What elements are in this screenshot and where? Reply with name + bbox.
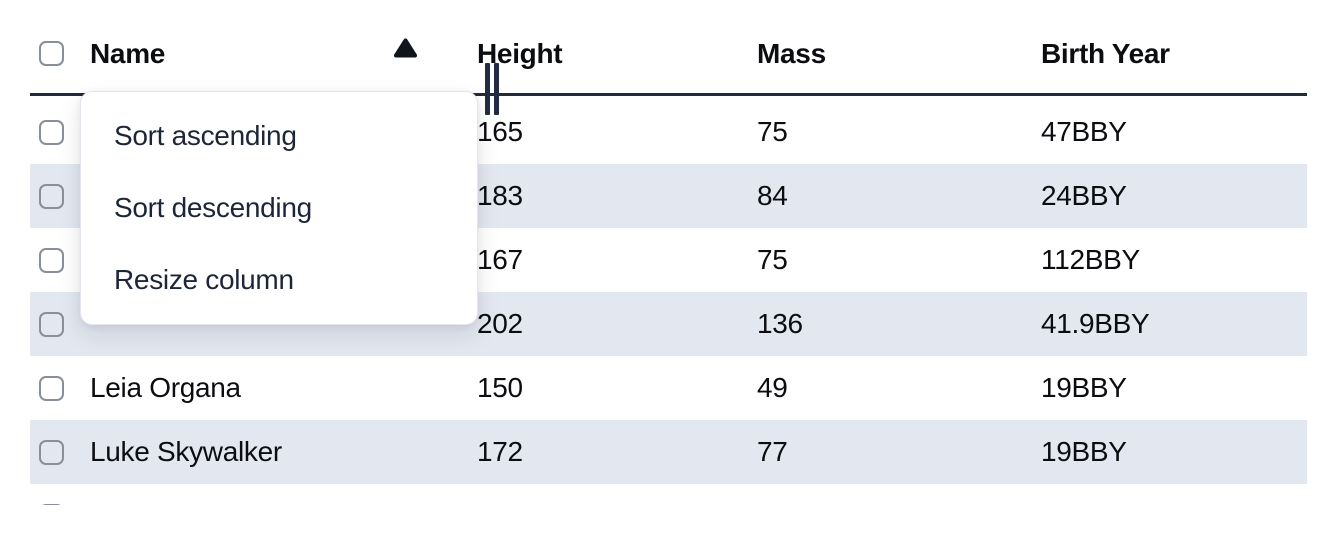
table-row: Luke Skywalker 172 77 19BBY — [30, 420, 1307, 484]
cell-height: 150 — [477, 372, 523, 403]
column-header-name-label: Name — [90, 37, 166, 69]
row-checkbox-cell — [30, 311, 90, 337]
cell-mass: 136 — [757, 308, 803, 339]
column-header-mass[interactable]: Mass — [757, 37, 826, 69]
table-row: Leia Organa 150 49 19BBY — [30, 356, 1307, 420]
cell-birth-year: 19BBY — [1041, 372, 1127, 403]
table-header-row: Name Height Mass Birth Year — [30, 0, 1307, 115]
table-row: Obi-Wan Kenobi 182 77 57BBY — [30, 484, 1307, 505]
cell-mass: 77 — [757, 436, 788, 467]
row-checkbox[interactable] — [39, 311, 64, 337]
row-checkbox-cell — [30, 503, 90, 505]
resize-bar-right — [494, 62, 499, 115]
row-checkbox-cell — [30, 247, 90, 273]
cell-height: 165 — [477, 116, 523, 147]
cell-birth-year: 24BBY — [1041, 180, 1127, 211]
row-checkbox[interactable] — [39, 375, 64, 401]
column-header-birth-year[interactable]: Birth Year — [1041, 37, 1170, 69]
menu-item-sort-ascending[interactable]: Sort ascending — [114, 120, 297, 151]
row-checkbox-cell — [30, 183, 90, 209]
sort-ascending-icon — [394, 38, 417, 58]
table-row: 165 75 47BBY — [30, 100, 1307, 164]
cell-birth-year: 112BBY — [1041, 244, 1140, 275]
row-checkbox[interactable] — [39, 183, 64, 209]
row-checkbox[interactable] — [39, 439, 64, 465]
cell-height: 202 — [477, 308, 523, 339]
header-checkbox-cell — [30, 41, 90, 66]
cell-birth-year: 47BBY — [1041, 116, 1127, 147]
menu-item-sort-descending[interactable]: Sort descending — [114, 192, 312, 223]
cell-mass: 77 — [757, 500, 1041, 505]
cell-birth-year: 41.9BBY — [1041, 308, 1150, 339]
row-checkbox-cell — [30, 119, 90, 145]
row-checkbox[interactable] — [39, 503, 64, 505]
table-row: 167 75 112BBY — [30, 228, 1307, 292]
column-header-height[interactable]: Height — [477, 37, 563, 69]
column-context-menu: Sort ascending Sort descending Resize co… — [80, 91, 478, 325]
select-all-checkbox[interactable] — [39, 41, 64, 66]
cell-birth-year: 19BBY — [1041, 436, 1127, 467]
cell-mass: 84 — [757, 180, 788, 211]
row-checkbox-cell — [30, 375, 90, 401]
cell-mass: 75 — [757, 116, 788, 147]
cell-mass: 75 — [757, 244, 788, 275]
cell-height: 167 — [477, 244, 523, 275]
cell-name: Leia Organa — [90, 372, 241, 403]
cell-mass: 49 — [757, 372, 788, 403]
row-checkbox-cell — [30, 439, 90, 465]
cell-height: 183 — [477, 180, 523, 211]
column-resize-handle-icon[interactable] — [485, 62, 499, 115]
cell-birth-year: 57BBY — [1041, 500, 1307, 505]
cell-name: Luke Skywalker — [90, 436, 282, 467]
cell-height: 172 — [477, 436, 523, 467]
cell-name: Obi-Wan Kenobi — [90, 500, 477, 505]
column-header-name[interactable]: Name — [90, 37, 499, 115]
cell-height: 182 — [477, 500, 757, 505]
row-checkbox[interactable] — [39, 247, 64, 273]
row-checkbox[interactable] — [39, 119, 64, 145]
menu-item-resize-column[interactable]: Resize column — [114, 264, 294, 295]
resize-bar-left — [485, 62, 490, 115]
